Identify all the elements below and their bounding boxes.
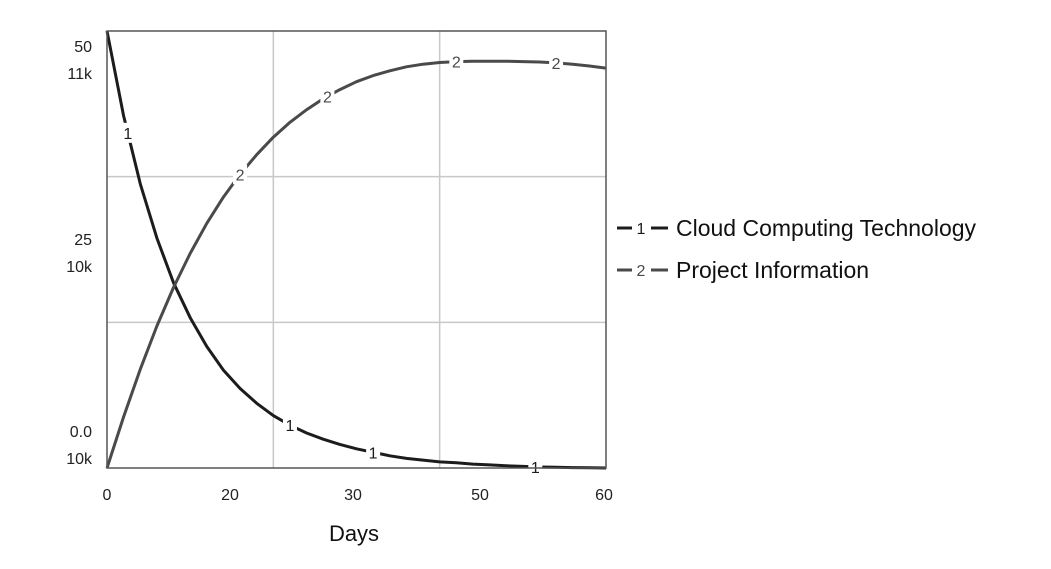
series-marker-background — [528, 456, 543, 477]
series-lines — [105, 30, 607, 470]
x-tick-label: 20 — [221, 487, 239, 504]
legend: 1 Cloud Computing Technology 2 Project Info… — [617, 215, 977, 283]
series-marker-background — [366, 442, 381, 463]
series-marker-1: 1 — [123, 126, 132, 143]
series-marker-2: 2 — [236, 167, 245, 184]
series-marker-2: 2 — [323, 89, 332, 106]
plot-frame — [106, 30, 607, 469]
series-marker-background — [233, 164, 248, 185]
series-marker-1: 1 — [286, 418, 295, 435]
y-tick-label-primary: 50 — [74, 39, 92, 56]
x-tick-label: 0 — [103, 487, 112, 504]
series-marker-background — [120, 122, 135, 143]
y-tick-label-secondary: 11k — [67, 66, 93, 83]
grid — [107, 31, 606, 468]
series-line-1 — [105, 30, 607, 470]
y-tick-label-secondary: 10k — [66, 451, 93, 468]
y-tick-labels: 50 11k 25 10k 0.0 10k — [66, 39, 93, 468]
y-tick-label-primary: 0.0 — [70, 424, 92, 441]
legend-marker: 1 — [637, 221, 646, 238]
x-tick-labels: 0 20 30 50 60 — [103, 487, 613, 504]
series-marker-background — [320, 86, 335, 107]
legend-label: Project Information — [676, 257, 869, 283]
series-marker-2: 2 — [552, 56, 561, 73]
y-tick-label-secondary: 10k — [66, 259, 93, 276]
x-tick-label: 60 — [595, 487, 613, 504]
series-marker-background — [549, 52, 564, 73]
x-axis-title: Days — [329, 521, 379, 546]
series-marker-2: 2 — [452, 55, 461, 72]
x-tick-label: 50 — [471, 487, 489, 504]
legend-label: Cloud Computing Technology — [676, 215, 977, 241]
legend-marker: 2 — [637, 263, 646, 280]
series-marker-background — [282, 415, 297, 436]
series-marker-1: 1 — [369, 445, 378, 462]
series-marker-background — [449, 51, 464, 72]
x-tick-label: 30 — [344, 487, 362, 504]
y-tick-label-primary: 25 — [74, 232, 92, 249]
series-line-2 — [105, 59, 607, 469]
